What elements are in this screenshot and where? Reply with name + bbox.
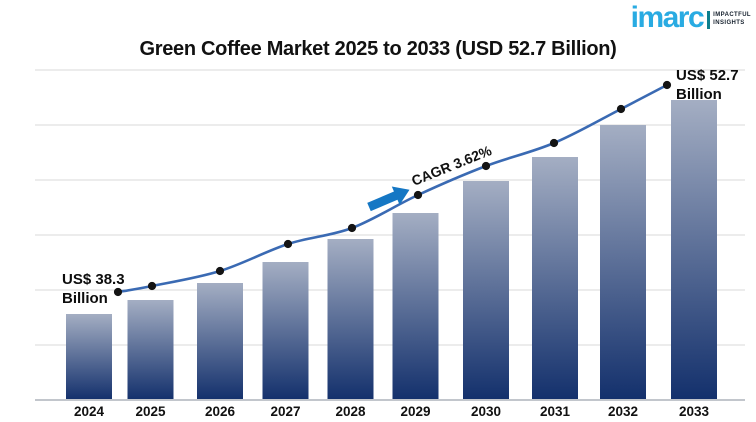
end-value-line1: US$ 52.7 <box>676 67 739 84</box>
x-axis-label-2033: 2033 <box>679 404 710 419</box>
data-point-2028 <box>347 223 357 233</box>
trend-line-series <box>113 80 672 297</box>
data-point-2031 <box>549 138 559 148</box>
data-point-2024 <box>113 287 123 297</box>
bar-2032 <box>600 125 646 400</box>
data-point-2030 <box>481 161 491 171</box>
x-axis-label-2026: 2026 <box>205 404 236 419</box>
bar-series: 2024 2025 2026 2027 2028 2029 2030 2031 2032 2033 <box>66 100 717 419</box>
bar-2026 <box>197 283 243 400</box>
bar-2029 <box>392 213 439 400</box>
imarc-logo-wordmark: imarc <box>630 1 705 34</box>
x-axis-label-2027: 2027 <box>270 404 300 419</box>
start-value-line2: Billion <box>62 290 108 307</box>
end-value-line2: Billion <box>676 86 722 103</box>
x-axis-label-2028: 2028 <box>335 404 366 419</box>
bar-2033 <box>671 100 717 400</box>
x-axis-label-2032: 2032 <box>608 404 638 419</box>
bar-2027 <box>262 262 309 400</box>
data-point-2032 <box>616 104 626 114</box>
start-value-annotation: US$ 38.3 Billion <box>62 270 125 308</box>
data-point-2033 <box>662 80 672 90</box>
x-axis-label-2030: 2030 <box>471 404 501 419</box>
x-axis-label-2024: 2024 <box>74 404 105 419</box>
imarc-logo: imarc IMPACTFUL INSIGHTS <box>631 3 751 33</box>
bar-2031 <box>532 157 578 400</box>
x-axis-label-2031: 2031 <box>540 404 571 419</box>
bar-2024 <box>66 314 112 400</box>
data-point-2029 <box>413 190 423 200</box>
imarc-tagline-line1: IMPACTFUL <box>713 12 751 19</box>
chart-title: Green Coffee Market 2025 to 2033 (USD 52… <box>139 38 617 60</box>
cagr-arrow-icon <box>367 186 410 212</box>
data-point-2026 <box>215 266 225 276</box>
trend-line <box>116 83 669 294</box>
bar-2028 <box>327 239 374 400</box>
start-value-line1: US$ 38.3 <box>62 271 125 288</box>
x-axis-label-2025: 2025 <box>135 404 166 419</box>
imarc-tagline-line2: INSIGHTS <box>713 20 745 26</box>
data-point-2027 <box>283 239 293 249</box>
bar-2030 <box>463 181 509 400</box>
imarc-logo-tagline: IMPACTFUL INSIGHTS <box>713 12 751 28</box>
imarc-logo-divider <box>707 11 711 29</box>
bar-2025 <box>127 300 174 400</box>
data-point-2025 <box>147 281 157 291</box>
end-value-annotation: US$ 52.7 Billion <box>676 66 739 104</box>
x-axis-label-2029: 2029 <box>400 404 430 419</box>
